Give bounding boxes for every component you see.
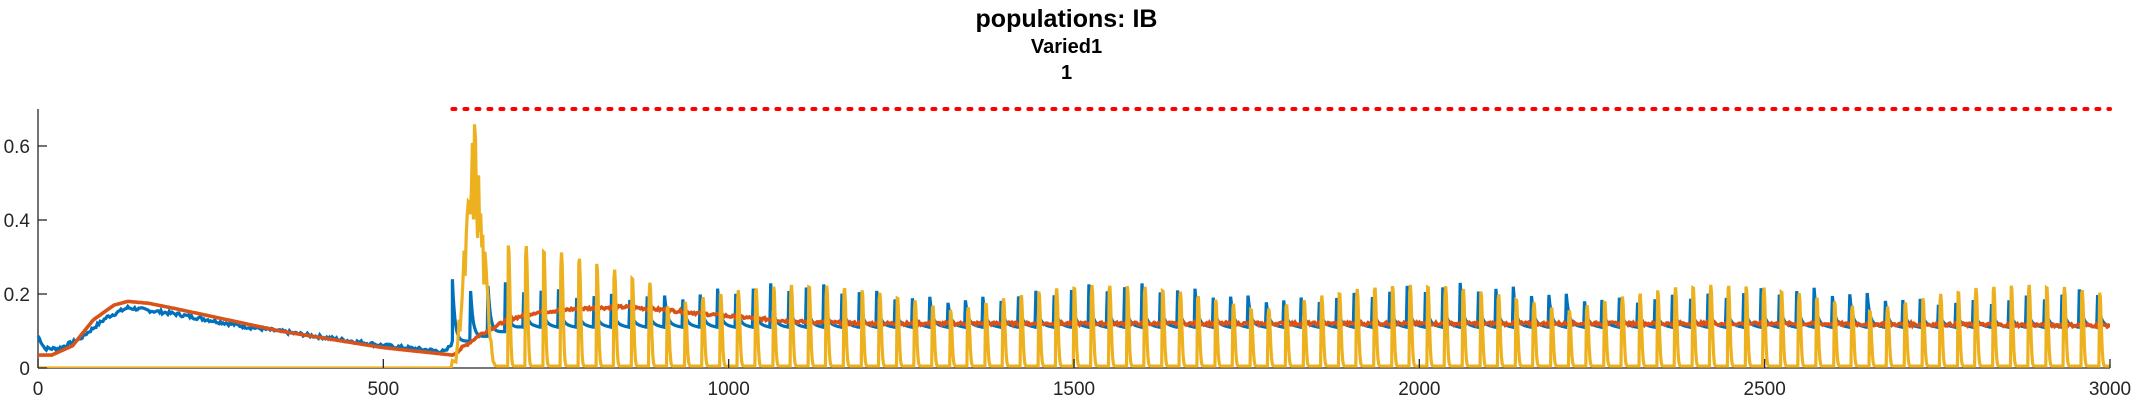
x-tick-label: 0: [33, 379, 44, 400]
y-tick-label: 0: [19, 359, 30, 380]
x-tick-label: 500: [367, 379, 399, 400]
x-tick-label: 2000: [1398, 379, 1440, 400]
ticks: 0 500 1000 1500 2000 2500 3000 0 0.2 0.4 0.6: [4, 137, 2132, 400]
series-layer: [36, 107, 2112, 368]
chart-subtitle: Varied1: [1030, 36, 1103, 58]
y-tick-label: 0.4: [4, 211, 31, 232]
x-tick-label: 2500: [1744, 379, 1786, 400]
x-tick-label: 1000: [708, 379, 750, 400]
y-tick-label: 0.6: [4, 137, 30, 158]
chart-titles: populations: IB Varied1 1: [0, 4, 2133, 86]
x-tick-label: 1500: [1053, 379, 1095, 400]
chart-subtitle-2: 1: [1060, 62, 1073, 84]
x-tick-label: 3000: [2089, 379, 2131, 400]
chart-title: populations: IB: [975, 5, 1158, 33]
series-yellow-line: [38, 124, 2110, 368]
y-tick-label: 0.2: [4, 285, 30, 306]
